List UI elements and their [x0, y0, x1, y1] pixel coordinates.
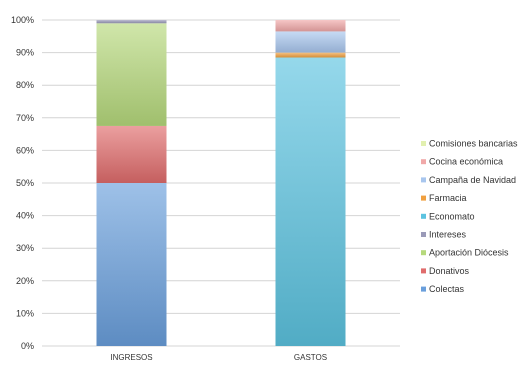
y-tick-label: 30% [16, 243, 34, 253]
legend-entry-label: Intereses [429, 230, 467, 240]
bar-segment [275, 57, 346, 347]
bar-segment [96, 23, 167, 126]
legend-entry-label: Farmacia [429, 193, 467, 203]
y-tick-label: 20% [16, 276, 34, 286]
x-category-label: GASTOS [294, 353, 327, 362]
legend-entry-label: Campaña de Navidad [429, 175, 516, 185]
legend-entry-label: Comisiones bancarias [429, 139, 518, 149]
bar-segment [275, 52, 346, 58]
legend-swatch [421, 195, 426, 201]
legend-entry-label: Aportación Diócesis [429, 248, 509, 258]
y-axis-tick-labels: 0% 10% 20% 30% 40% 50% 60% 70% 80% 90% 100% [11, 15, 34, 351]
legend-entry-label: Economato [429, 211, 475, 221]
bar-segment [275, 31, 346, 53]
y-tick-label: 80% [16, 80, 34, 90]
legend-swatch [421, 286, 426, 292]
y-tick-label: 0% [21, 341, 34, 351]
y-tick-label: 40% [16, 211, 34, 221]
legend-swatch [421, 177, 426, 183]
legend: Comisiones bancarias Cocina económica Camp… [421, 139, 518, 294]
gridlines [42, 19, 400, 347]
bar-segment [96, 183, 167, 346]
y-tick-label: 100% [11, 15, 34, 25]
bar-segment [275, 20, 346, 32]
legend-entry-label: Cocina económica [429, 157, 503, 167]
legend-swatch [421, 250, 426, 256]
bars [96, 20, 346, 347]
legend-swatch [421, 232, 426, 237]
legend-swatch [421, 159, 426, 165]
legend-entry-label: Donativos [429, 266, 470, 276]
legend-entry-label: Colectas [429, 284, 465, 294]
legend-swatch [421, 141, 426, 146]
y-tick-label: 70% [16, 113, 34, 123]
legend-swatch [421, 213, 426, 219]
bar-segment [96, 20, 167, 24]
x-category-label: INGRESOS [110, 353, 152, 362]
y-tick-label: 90% [16, 48, 34, 58]
legend-swatch [421, 268, 426, 274]
bar-segment [96, 125, 167, 183]
y-tick-label: 10% [16, 308, 34, 318]
y-tick-label: 60% [16, 145, 34, 155]
y-tick-label: 50% [16, 178, 34, 188]
x-axis-labels: INGRESOS GASTOS [110, 353, 327, 362]
